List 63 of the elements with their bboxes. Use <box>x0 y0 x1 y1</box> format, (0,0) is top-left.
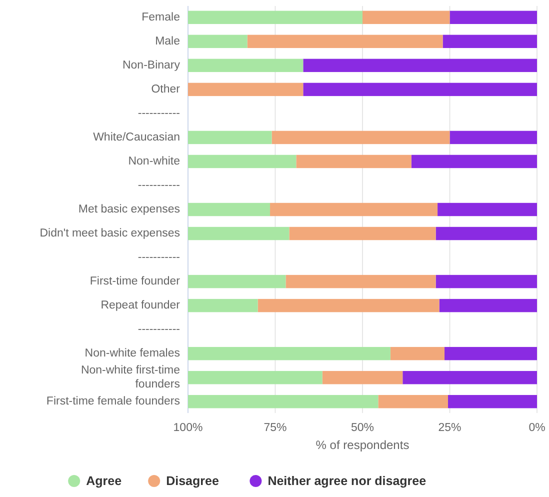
bar <box>188 370 322 384</box>
bar <box>402 370 537 384</box>
y-tick-label: Non-white females <box>84 348 180 360</box>
bar <box>448 394 537 408</box>
x-tick-label: 75% <box>264 422 287 434</box>
bar <box>188 130 272 144</box>
y-tick-label: Non-white first-time founders <box>80 364 180 391</box>
x-tick-label: 25% <box>438 422 462 434</box>
x-axis-title: % of respondents <box>316 438 410 452</box>
bar <box>322 370 403 384</box>
y-tick-label: First-time founder <box>90 276 180 288</box>
bar <box>188 298 258 312</box>
y-tick-label: First-time female founders <box>46 396 180 408</box>
y-tick-label: ----------- <box>138 179 180 192</box>
bar <box>188 226 290 240</box>
bar <box>438 202 537 216</box>
y-tick-label: Repeat founder <box>100 300 180 312</box>
bar <box>188 154 296 168</box>
x-tick-label: 100% <box>173 422 203 434</box>
bar <box>188 202 270 216</box>
x-tick-label: 50% <box>350 422 374 434</box>
bar <box>258 298 440 312</box>
legend-label: Agree <box>86 474 122 488</box>
y-tick-label: Other <box>151 83 180 96</box>
bar <box>436 226 537 240</box>
bar <box>442 34 537 48</box>
bar <box>270 202 438 216</box>
bar <box>272 130 450 144</box>
bar <box>444 346 537 360</box>
bar <box>411 154 537 168</box>
legend-label: Neither agree nor disagree <box>268 474 426 488</box>
y-tick-label: Didn't meet basic expenses <box>40 228 180 240</box>
y-tick-label: Non-Binary <box>122 59 180 72</box>
y-tick-label: White/Caucasian <box>93 131 180 144</box>
y-tick-label: ----------- <box>138 324 180 336</box>
bar <box>303 82 537 96</box>
y-tick-label: Female <box>142 11 180 24</box>
bar <box>450 130 537 144</box>
bar <box>362 10 450 24</box>
bar <box>286 274 436 288</box>
y-tick-label: ----------- <box>138 252 180 264</box>
bar <box>296 154 412 168</box>
bar <box>188 10 362 24</box>
bar <box>450 10 537 24</box>
bar <box>436 274 537 288</box>
y-tick-label: ----------- <box>138 107 180 120</box>
legend-label: Disagree <box>166 474 219 488</box>
bar <box>303 58 537 72</box>
x-tick-label: 0% <box>528 422 546 434</box>
bar <box>439 298 537 312</box>
bar <box>390 346 445 360</box>
bar <box>378 394 448 408</box>
bar <box>188 394 378 408</box>
y-tick-label: Non-white <box>128 155 180 168</box>
y-tick-label: Met basic expenses <box>78 204 180 216</box>
bar <box>188 34 248 48</box>
bar <box>188 58 304 72</box>
bar <box>188 82 304 96</box>
bar <box>247 34 443 48</box>
y-tick-label: Male <box>155 35 180 48</box>
bar <box>188 346 390 360</box>
bar <box>289 226 436 240</box>
bar <box>188 274 286 288</box>
